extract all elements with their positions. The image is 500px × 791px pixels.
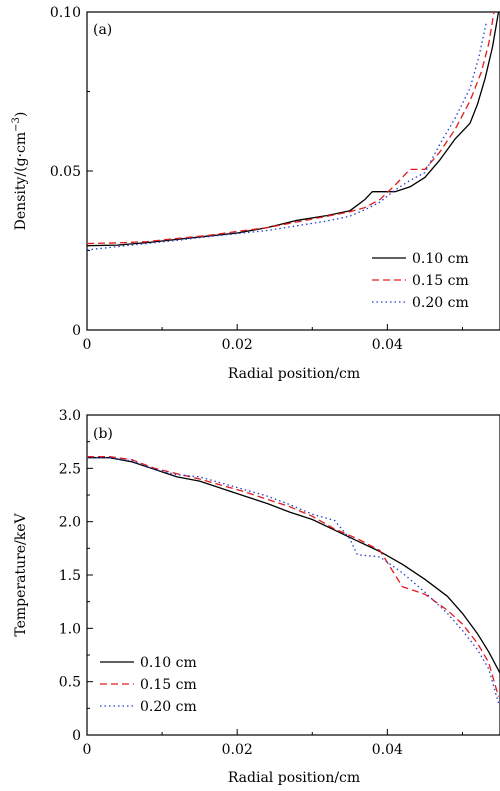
series-line-0-15-cm xyxy=(87,455,500,697)
y-axis-label-main: Density/(g·cm xyxy=(13,132,29,230)
x-tick-label: 0.02 xyxy=(222,742,253,758)
y-tick-label: 0 xyxy=(72,728,81,744)
y-tick-label: 0.5 xyxy=(59,675,81,691)
x-axis-label: Radial position/cm xyxy=(228,770,360,786)
tick-group: 0 0.02 0.04 0 0.5 1.0 1.5 2.0 2.5 3.0 xyxy=(59,408,463,758)
y-tick-label: 2.5 xyxy=(59,461,81,477)
y-tick-label: 0.10 xyxy=(50,5,81,21)
legend-label: 0.10 cm xyxy=(412,251,469,267)
tick-group: 0 0.02 0.04 0 0.05 0.10 xyxy=(50,5,463,353)
temperature-chart: 0 0.02 0.04 0 0.5 1.0 1.5 2.0 2.5 3.0 (b) Radial … xyxy=(13,408,500,786)
panel-label: (a) xyxy=(93,22,112,38)
x-tick-label: 0 xyxy=(83,337,92,353)
series-line-0-10-cm xyxy=(87,12,500,247)
y-tick-label: 0.05 xyxy=(50,164,81,180)
density-chart: 0 0.02 0.04 0 0.05 0.10 (a) Radial position/c… xyxy=(11,5,500,382)
y-axis-label: Temperature/keV xyxy=(13,512,29,636)
x-tick-label: 0.04 xyxy=(372,337,403,353)
legend-label: 0.15 cm xyxy=(412,273,469,289)
legend: 0.10 cm 0.15 cm 0.20 cm xyxy=(100,655,197,715)
panel-label: (b) xyxy=(93,426,113,442)
y-tick-label: 1.5 xyxy=(59,568,81,584)
y-tick-label: 1.0 xyxy=(59,621,81,637)
y-tick-label: 0 xyxy=(72,323,81,339)
series-line-0-10-cm xyxy=(87,457,500,674)
y-tick-label: 3.0 xyxy=(59,408,81,424)
y-axis-label-close: ) xyxy=(13,112,29,117)
y-axis-label: Density/(g·cm−3) xyxy=(11,112,29,231)
series-line-0-20-cm xyxy=(87,21,488,251)
legend-label: 0.20 cm xyxy=(140,699,197,715)
series-group xyxy=(87,12,500,251)
legend: 0.10 cm 0.15 cm 0.20 cm xyxy=(372,251,469,311)
series-line-0-15-cm xyxy=(87,12,495,245)
y-tick-label: 2.0 xyxy=(59,515,81,531)
legend-label: 0.10 cm xyxy=(140,655,197,671)
y-axis-label-superscript: −3 xyxy=(11,117,22,132)
x-tick-label: 0.02 xyxy=(222,337,253,353)
legend-label: 0.15 cm xyxy=(140,677,197,693)
x-axis-label: Radial position/cm xyxy=(228,366,360,382)
x-tick-label: 0 xyxy=(83,742,92,758)
x-tick-label: 0.04 xyxy=(372,742,403,758)
series-group xyxy=(87,455,500,704)
legend-label: 0.20 cm xyxy=(412,295,469,311)
